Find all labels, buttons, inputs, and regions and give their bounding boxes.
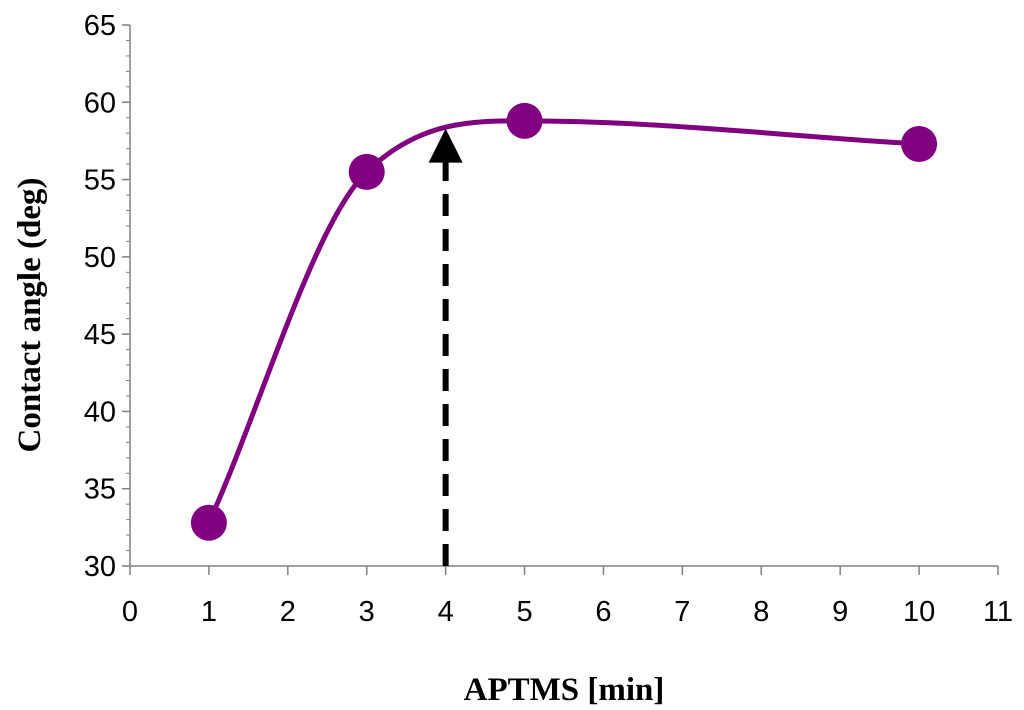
x-tick-label: 10 [903, 596, 935, 628]
data-point [506, 102, 543, 139]
annotation-arrow-head [428, 128, 463, 163]
series-line [206, 118, 920, 524]
y-tick-label: 65 [84, 10, 116, 42]
x-tick-label: 6 [595, 596, 611, 628]
y-tick-label: 45 [84, 319, 116, 351]
x-tick-label: 3 [359, 596, 375, 628]
x-tick-label: 11 [983, 596, 1013, 628]
y-tick-label: 35 [84, 474, 116, 506]
x-axis: 0 1 2 3 4 5 6 7 8 9 10 11 [122, 565, 1013, 628]
y-tick-label: 60 [84, 87, 116, 119]
data-point [901, 126, 938, 163]
x-axis-title: APTMS [min] [464, 672, 665, 708]
y-tick-label: 50 [84, 242, 116, 274]
x-tick-label: 5 [516, 596, 532, 628]
y-tick-label: 40 [84, 396, 116, 428]
data-point [348, 153, 385, 190]
x-tick-label: 4 [438, 596, 454, 628]
x-tick-label: 9 [832, 596, 848, 628]
y-axis: 30 35 40 45 50 55 60 65 [84, 10, 131, 583]
x-tick-label: 0 [122, 596, 138, 628]
data-point [190, 504, 227, 541]
series-layer [190, 102, 938, 541]
x-tick-label: 8 [753, 596, 769, 628]
y-tick-label: 55 [84, 165, 116, 197]
x-tick-label: 2 [280, 596, 296, 628]
y-axis-title: Contact angle (deg) [12, 178, 48, 453]
y-tick-label: 30 [84, 551, 116, 583]
annotation-layer [428, 128, 463, 566]
x-tick-label: 1 [201, 596, 217, 628]
x-tick-label: 7 [674, 596, 690, 628]
